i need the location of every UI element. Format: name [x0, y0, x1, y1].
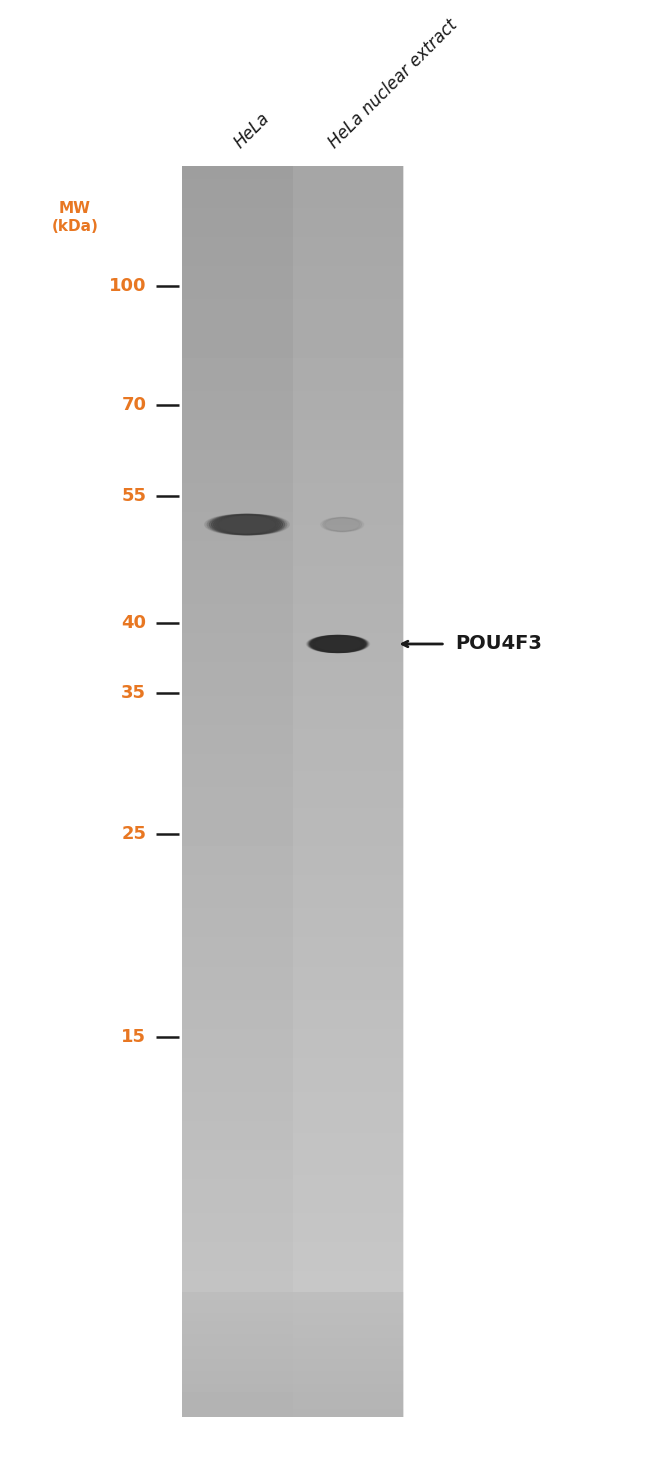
Text: 55: 55 — [122, 488, 146, 505]
Ellipse shape — [322, 517, 361, 532]
Ellipse shape — [211, 514, 283, 535]
Ellipse shape — [313, 635, 368, 653]
Text: 100: 100 — [109, 277, 146, 295]
Ellipse shape — [216, 514, 287, 535]
Ellipse shape — [324, 517, 363, 532]
Text: MW
(kDa): MW (kDa) — [51, 202, 98, 234]
Ellipse shape — [207, 514, 278, 535]
Ellipse shape — [209, 514, 281, 535]
Ellipse shape — [307, 635, 361, 653]
Text: 15: 15 — [122, 1028, 146, 1046]
Ellipse shape — [311, 635, 365, 653]
Ellipse shape — [315, 635, 369, 653]
Ellipse shape — [312, 635, 367, 653]
Text: POU4F3: POU4F3 — [455, 635, 542, 654]
Text: 35: 35 — [122, 683, 146, 703]
Text: 25: 25 — [122, 825, 146, 843]
Text: HeLa: HeLa — [231, 109, 274, 152]
Text: 70: 70 — [122, 396, 146, 414]
Ellipse shape — [308, 635, 363, 653]
Text: HeLa nuclear extract: HeLa nuclear extract — [325, 16, 462, 152]
Ellipse shape — [205, 514, 276, 535]
Ellipse shape — [309, 635, 365, 653]
Ellipse shape — [213, 514, 285, 535]
Ellipse shape — [320, 517, 360, 532]
Ellipse shape — [218, 514, 289, 535]
Text: 40: 40 — [122, 614, 146, 632]
